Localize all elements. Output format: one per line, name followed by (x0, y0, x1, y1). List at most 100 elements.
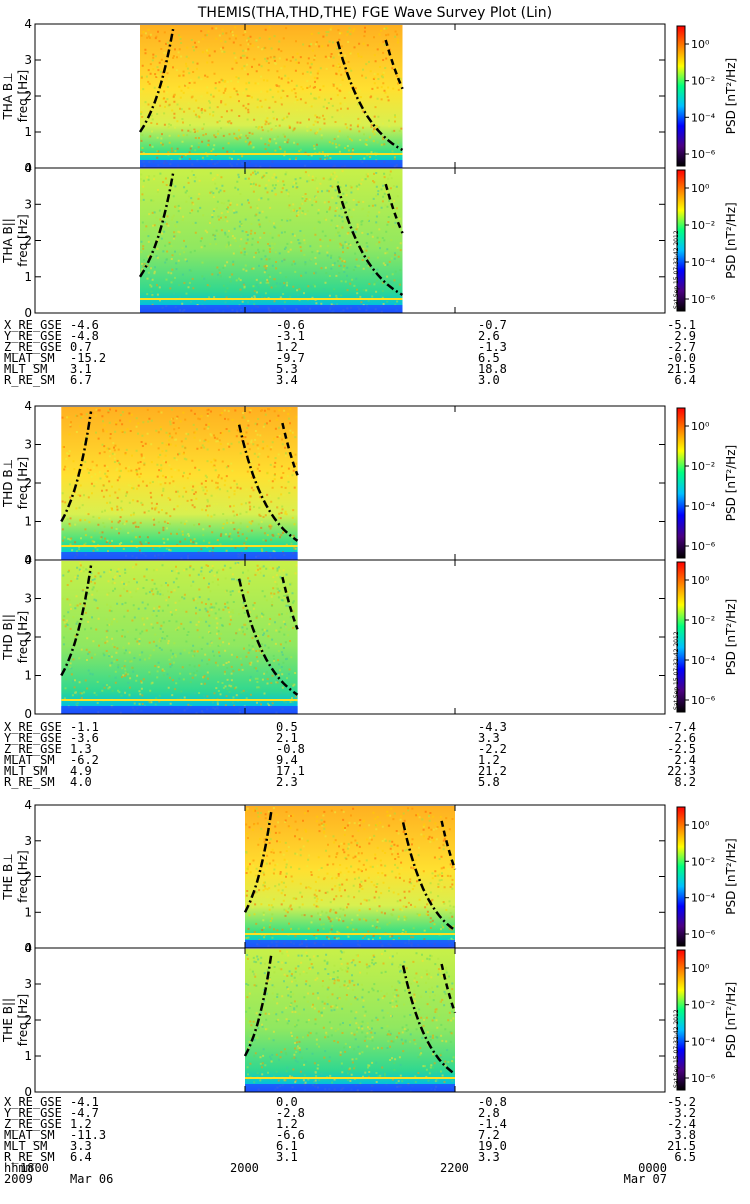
ephemeris-value: 1.2 (70, 1117, 92, 1131)
colorbar-gradient (676, 561, 686, 713)
ephemeris-row: R_RE_SM 6.4 3.1 3.3 6.5 (0, 1150, 750, 1164)
y-tick-label: 2 (24, 870, 32, 884)
ephemeris-value: 2.6 (674, 731, 696, 745)
ephemeris-value: -0.0 (667, 351, 696, 365)
ephemeris-value: 1.2 (276, 340, 298, 354)
ephemeris-value: -15.2 (70, 351, 107, 365)
ephemeris-value: 6.5 (478, 351, 500, 365)
figure-title: THEMIS(THA,THD,THE) FGE Wave Survey Plot… (197, 5, 552, 21)
y-axis-label: THA B|| (1, 218, 15, 264)
ephemeris-value: 6.4 (674, 373, 696, 387)
colorbar-tick-label: 10⁻² (691, 219, 715, 232)
y-tick-label: 0 (24, 161, 32, 175)
y-tick-label: 0 (24, 553, 32, 567)
colorbar: 10⁰ 10⁻² 10⁻⁴ 10⁻⁶ PSD [nT²/Hz] (676, 561, 738, 713)
ephemeris-value: -2.2 (478, 742, 507, 756)
colorbar-tick-label: 10⁻⁴ (691, 500, 716, 513)
y-tick-label: 0 (24, 1085, 32, 1099)
y-tick-label: 4 (24, 399, 32, 413)
ephemeris-row: Y_RE_GSE -3.6 2.1 3.3 2.6 (0, 731, 750, 745)
ephemeris-value: -5.2 (667, 1095, 696, 1109)
panel-the-bperp: 0 1 2 3 4 THE B⊥ freq [Hz] 10⁰ 10⁻² 10⁻⁴ 10⁻⁶ PSD [… (1, 798, 738, 955)
ephemeris-value: 3.3 (478, 1150, 500, 1164)
colorbar-tick-label: 10⁰ (691, 819, 710, 832)
y-tick-label: 1 (24, 1049, 32, 1063)
ephemeris-value: -7.4 (667, 720, 696, 734)
ephemeris-value: 1.2 (276, 1117, 298, 1131)
ephemeris-value: -11.3 (70, 1128, 107, 1142)
ephemeris-value: 0.0 (276, 1095, 298, 1109)
time-tick-label: 2200 (440, 1161, 469, 1175)
ephemeris-label: MLAT_SM (4, 351, 55, 365)
ephemeris-value: 1.3 (70, 742, 92, 756)
ephemeris-row: Z_RE_GSE 1.2 1.2 -1.4 -2.4 (0, 1117, 750, 1131)
y-tick-label: 0 (24, 707, 32, 721)
y-tick-label: 1 (24, 515, 32, 529)
ephemeris-value: 0.5 (276, 720, 298, 734)
ephemeris-label: MLT_SM (4, 764, 48, 778)
ephemeris-row: Y_RE_GSE -4.7 -2.8 2.8 3.2 (0, 1106, 750, 1120)
y-tick-label: 4 (24, 798, 32, 812)
colorbar-tick-label: 10⁰ (691, 962, 710, 975)
ephemeris-label: X_RE_GSE (4, 318, 62, 332)
ephemeris-value: 5.8 (478, 775, 500, 789)
ephemeris-value: -0.6 (276, 318, 305, 332)
y-tick-label: 4 (24, 17, 32, 31)
spectral-noise (245, 951, 454, 1091)
y-tick-label: 1 (24, 905, 32, 919)
ephemeris-value: 17.1 (276, 764, 305, 778)
ephemeris-value: -9.7 (276, 351, 305, 365)
ephemeris-row: R_RE_SM 6.7 3.4 3.0 6.4 (0, 373, 750, 387)
y-tick-label: 2 (24, 630, 32, 644)
y-tick-label: 3 (24, 977, 32, 991)
ephemeris-value: -2.8 (276, 1106, 305, 1120)
ephemeris-value: 5.3 (276, 362, 298, 376)
ephemeris-value: 3.8 (674, 1128, 696, 1142)
ephemeris-value: 3.1 (276, 1150, 298, 1164)
y-axis-unit: freq [Hz] (16, 70, 30, 122)
colorbar-tick-label: 10⁻⁴ (691, 256, 716, 269)
ephemeris-label: X_RE_GSE (4, 720, 62, 734)
ephemeris-row: X_RE_GSE -1.1 0.5 -4.3 -7.4 (0, 720, 750, 734)
ephemeris-label: Y_RE_GSE (4, 1106, 62, 1120)
colorbar-tick-label: 10⁻⁶ (691, 148, 716, 161)
colorbar-tick-label: 10⁰ (691, 420, 710, 433)
y-axis-label: THA B⊥ (1, 72, 15, 120)
y-tick-label: 3 (24, 438, 32, 452)
ephemeris-value: -0.7 (478, 318, 507, 332)
ephemeris-value: 21.2 (478, 764, 507, 778)
y-axis-label: THE B⊥ (1, 853, 15, 900)
ephemeris-value: -4.8 (70, 329, 99, 343)
low-freq-band (245, 1084, 455, 1092)
colorbar-label: PSD [nT²/Hz] (724, 982, 738, 1058)
ephemeris-value: -0.8 (276, 742, 305, 756)
ephemeris-label: MLAT_SM (4, 1128, 55, 1142)
colorbar-label: PSD [nT²/Hz] (724, 445, 738, 521)
ephemeris-label: MLAT_SM (4, 753, 55, 767)
ephemeris-value: -1.3 (478, 340, 507, 354)
y-tick-label: 2 (24, 476, 32, 490)
ephemeris-value: 3.0 (478, 373, 500, 387)
ephemeris-row: MLT_SM 4.9 17.1 21.2 22.3 (0, 764, 750, 778)
spectral-noise (61, 408, 297, 559)
end-date-label: Mar 07 (623, 1172, 667, 1186)
ephemeris-value: -4.1 (70, 1095, 99, 1109)
spectral-noise (245, 951, 455, 1091)
colorbar-tick-label: 10⁻⁶ (691, 1072, 716, 1085)
ephemeris-value: 19.0 (478, 1139, 507, 1153)
colorbar-gradient (676, 806, 686, 947)
ephemeris-value: -1.4 (478, 1117, 507, 1131)
cyclotron-curve (281, 422, 299, 476)
ephemeris-value: 3.2 (674, 1106, 696, 1120)
ephemeris-value: 2.9 (674, 329, 696, 343)
ephemeris-value: 2.1 (276, 731, 298, 745)
ephemeris-row: MLAT_SM -11.3 -6.6 7.2 3.8 (0, 1128, 750, 1142)
ephemeris-value: 6.5 (674, 1150, 696, 1164)
colorbar-tick-label: 10⁻⁴ (691, 892, 716, 905)
ephemeris-table-tha: X_RE_GSE -4.6 -0.6 -0.7 -5.1 Y_RE_GSE -4.8 -3.1… (0, 318, 750, 387)
low-freq-band (61, 706, 298, 714)
ephemeris-value: 3.3 (478, 731, 500, 745)
time-tick-label: 2000 (230, 1161, 259, 1175)
ephemeris-table-the: X_RE_GSE -4.1 0.0 -0.8 -5.2 Y_RE_GSE -4.7 -2.8 2… (0, 1095, 750, 1164)
